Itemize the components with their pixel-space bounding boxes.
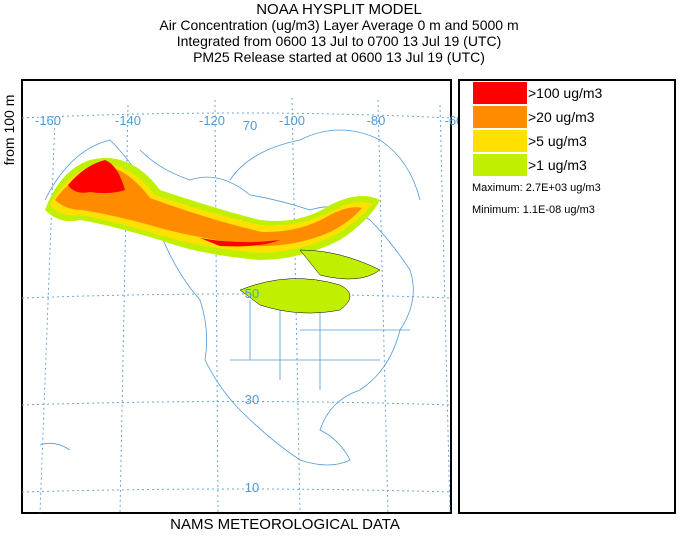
header-line: PM25 Release started at 0600 13 Jul 19 (… bbox=[193, 49, 485, 65]
graticule bbox=[21, 97, 452, 514]
graticule-label: -140 bbox=[115, 113, 141, 128]
graticule-label: -80 bbox=[367, 113, 386, 128]
header-line: Air Concentration (ug/m3) Layer Average … bbox=[159, 17, 518, 33]
legend-swatch bbox=[473, 106, 527, 128]
legend-label: >1 ug/m3 bbox=[528, 157, 587, 173]
minimum: Minimum: 1.1E-08 ug/m3 bbox=[472, 204, 595, 216]
graticule-label: 30 bbox=[245, 392, 259, 407]
graticule-label: 10 bbox=[245, 480, 259, 495]
map-frame bbox=[21, 79, 452, 514]
coastline bbox=[39, 129, 421, 466]
maximum: Maximum: 2.7E+03 ug/m3 bbox=[472, 182, 601, 194]
plume-high bbox=[55, 167, 362, 246]
graticule-label: -160 bbox=[35, 113, 61, 128]
legend-label: >20 ug/m3 bbox=[528, 109, 595, 125]
legend-label: >5 ug/m3 bbox=[528, 133, 587, 149]
graticule-label: 50 bbox=[245, 286, 259, 301]
legend-swatch bbox=[473, 154, 527, 176]
graticule-label: -120 bbox=[199, 113, 225, 128]
side-label: from 100 m bbox=[1, 95, 17, 166]
legend: >100 ug/m3 >20 ug/m3 >5 ug/m3 >1 ug/m3 bbox=[473, 82, 603, 176]
legend-swatch bbox=[473, 130, 527, 152]
legend-label: >100 ug/m3 bbox=[528, 85, 603, 101]
legend-frame bbox=[458, 79, 676, 514]
graticule-label: -100 bbox=[279, 113, 305, 128]
plume-core bbox=[68, 160, 280, 247]
header-line: Integrated from 0600 13 Jul to 0700 13 J… bbox=[177, 33, 502, 49]
legend-swatch bbox=[473, 82, 527, 104]
plume-fragment bbox=[239, 249, 381, 314]
graticule-label: 70 bbox=[243, 118, 257, 133]
footer: NAMS METEOROLOGICAL DATA bbox=[170, 516, 400, 532]
title: NOAA HYSPLIT MODEL bbox=[256, 1, 422, 18]
